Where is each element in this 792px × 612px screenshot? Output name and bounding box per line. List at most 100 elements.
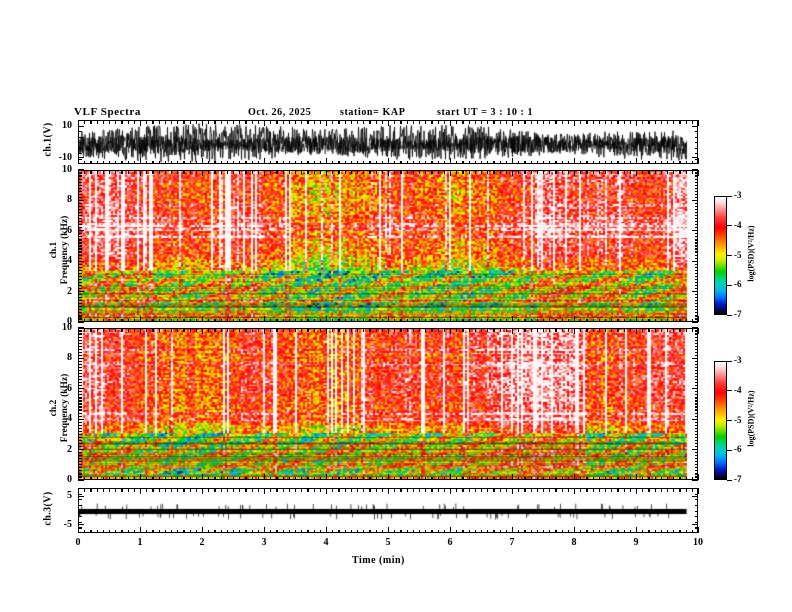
xtick-minor (233, 170, 235, 174)
xtick-minor (685, 328, 687, 332)
xtick-minor (431, 488, 433, 492)
xtick-label: 4 (323, 537, 329, 548)
xtick-minor (146, 529, 148, 533)
xtick-major (698, 488, 700, 494)
xtick-minor (524, 476, 526, 480)
xtick-minor (171, 328, 173, 332)
xtick-minor (233, 476, 235, 480)
xtick-major (574, 328, 576, 334)
xtick-minor (543, 476, 545, 480)
xtick-minor (598, 160, 600, 164)
xtick-minor (406, 476, 408, 480)
xtick-minor (381, 120, 383, 124)
xtick-minor (474, 160, 476, 164)
xtick-minor (431, 160, 433, 164)
spec1-y-tick-right (694, 227, 698, 229)
spec2-y-tick-right (694, 409, 698, 411)
xtick-minor (96, 529, 98, 533)
xtick-minor (443, 529, 445, 533)
xtick-minor (171, 160, 173, 164)
spec1-y-label: 10 (62, 164, 72, 175)
spec2-y-tick-right (694, 436, 698, 439)
xtick-minor (549, 318, 551, 322)
xtick-minor (685, 529, 687, 533)
xtick-minor (127, 170, 129, 174)
ch3-y-minor (78, 504, 82, 507)
xtick-minor (282, 529, 284, 533)
spec2-y-tick-right (694, 339, 698, 341)
xtick-minor (419, 488, 421, 492)
xtick-minor (90, 488, 92, 492)
spec2-y-tick-right (694, 373, 698, 375)
spec1-y-tick-right (694, 187, 698, 189)
xtick-minor (580, 170, 582, 174)
xtick-minor (623, 160, 625, 164)
spec2-y-tick-right (692, 479, 698, 481)
xtick-minor (164, 488, 166, 492)
spec1-y-tick (78, 236, 82, 238)
spec2-y-tick (78, 339, 82, 341)
xtick-minor (617, 120, 619, 124)
xtick-minor (611, 488, 613, 492)
xtick-minor (276, 170, 278, 174)
xtick-minor (530, 476, 532, 480)
xtick-minor (561, 328, 563, 332)
spec1-y-tick (78, 181, 82, 183)
xtick-minor (419, 120, 421, 124)
xtick-minor (561, 170, 563, 174)
xtick-minor (530, 160, 532, 164)
ch1-y-minor (78, 147, 82, 149)
xtick-minor (220, 170, 222, 174)
xtick-major (450, 158, 452, 164)
xtick-minor (96, 160, 98, 164)
xtick-minor (84, 529, 86, 533)
xtick-minor (673, 120, 675, 124)
colorbar-ch2-label: log(PSD)(V²/Hz) (746, 390, 756, 447)
xtick-minor (127, 328, 129, 332)
xtick-major (140, 488, 142, 494)
xtick-minor (518, 170, 520, 174)
spec2-y-tick-right (692, 357, 698, 359)
xtick-minor (183, 170, 185, 174)
xtick-minor (437, 328, 439, 332)
spec2-y-tick-right (694, 342, 698, 344)
xtick-minor (245, 160, 247, 164)
xtick-minor (171, 170, 173, 174)
spec1-y-tick-right (694, 224, 698, 226)
xtick-minor (642, 529, 644, 533)
panel-ch2-spectrogram (78, 328, 698, 480)
xtick-major (388, 474, 390, 480)
xtick-minor (350, 160, 352, 164)
xtick-minor (344, 160, 346, 164)
xtick-minor (598, 488, 600, 492)
xtick-minor (425, 160, 427, 164)
xtick-minor (412, 170, 414, 174)
xtick-minor (164, 476, 166, 480)
xtick-minor (270, 328, 272, 332)
xtick-minor (549, 529, 551, 533)
xtick-minor (301, 170, 303, 174)
xtick-minor (96, 120, 98, 124)
spec1-y-tick (78, 172, 82, 174)
xtick-minor (183, 488, 185, 492)
xtick-minor (629, 488, 631, 492)
xtick-minor (567, 318, 569, 322)
spec1-y-label: 6 (67, 224, 72, 236)
xtick-minor (251, 170, 253, 174)
ch1-y-minor (78, 142, 82, 144)
xtick-label: 1 (137, 537, 143, 548)
spec1-y-tick (78, 190, 82, 192)
xtick-minor (363, 328, 365, 332)
xtick-minor (518, 529, 520, 533)
xtick-minor (313, 488, 315, 492)
spec2-y-tick (78, 461, 82, 463)
xtick-minor (214, 476, 216, 480)
xtick-major (140, 527, 142, 533)
xtick-label: 3 (261, 537, 267, 548)
xtick-minor (642, 318, 644, 322)
xtick-major (450, 170, 452, 176)
xtick-major (698, 527, 700, 533)
spec1-y-tick-right (694, 221, 698, 223)
xtick-minor (592, 529, 594, 533)
xtick-minor (605, 318, 607, 322)
